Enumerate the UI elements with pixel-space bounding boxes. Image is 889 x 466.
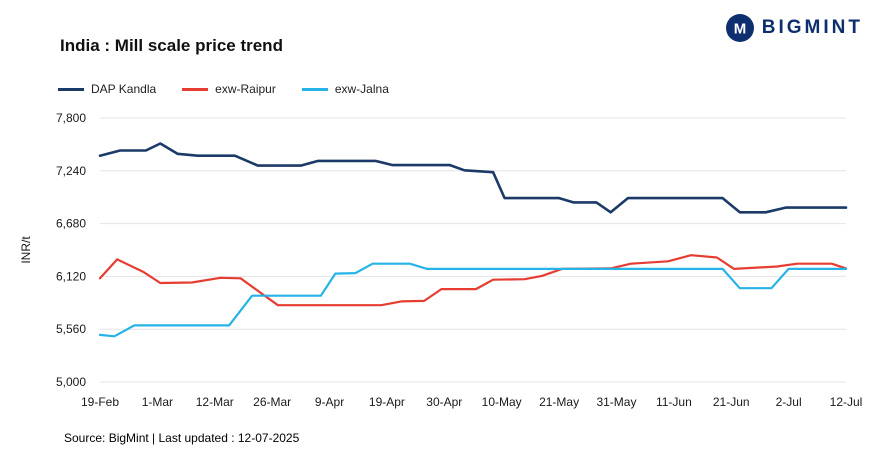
legend-item-exw-jalna: exw-Jalna xyxy=(301,82,389,96)
x-tick-label: 11-Jun xyxy=(656,395,692,409)
y-tick-label: 6,120 xyxy=(56,269,86,283)
logo-circle xyxy=(725,14,754,42)
legend-swatch xyxy=(301,87,328,91)
y-tick-label: 7,800 xyxy=(56,111,86,125)
x-tick-label: 10-May xyxy=(482,395,522,409)
y-tick-label: 5,000 xyxy=(56,375,86,389)
chart-legend: DAP Kandla exw-Raipur exw-Jalna xyxy=(58,82,389,96)
y-tick-label: 6,680 xyxy=(56,217,86,231)
x-tick-label: 19-Feb xyxy=(81,395,119,409)
x-tick-label: 12-Jul xyxy=(830,395,863,409)
logo-letter: M xyxy=(734,21,747,38)
x-tick-label: 26-Mar xyxy=(253,395,291,409)
source-note: Source: BigMint | Last updated : 12-07-2… xyxy=(64,431,300,445)
legend-item-dap-kandla: DAP Kandla xyxy=(58,82,156,96)
series-line-exw-raipur xyxy=(98,254,848,307)
legend-label: exw-Raipur xyxy=(215,82,276,96)
price-trend-chart: 5,000 5,560 6,120 6,680 7,240 7,800 19-Feb 1-Ma… xyxy=(19,111,863,409)
legend-label: DAP Kandla xyxy=(91,82,157,96)
y-tick-label: 5,560 xyxy=(56,322,86,336)
x-tick-label: 30-Apr xyxy=(426,395,462,409)
series-line-exw-jalna xyxy=(98,262,848,338)
bigmint-logo: M BIGMINT xyxy=(725,13,863,43)
x-tick-label: 1-Mar xyxy=(142,395,173,409)
series-line-dap-kandla xyxy=(98,142,848,214)
legend-swatch xyxy=(182,87,209,91)
bigmint-logo-text: BIGMINT xyxy=(761,17,863,38)
legend-swatch xyxy=(58,87,84,91)
y-tick-label: 7,240 xyxy=(56,164,86,178)
legend-item-exw-raipur: exw-Raipur xyxy=(182,82,276,96)
x-tick-label: 21-Jun xyxy=(713,395,750,409)
x-tick-label: 2-Jul xyxy=(776,395,802,409)
x-tick-label: 9-Apr xyxy=(315,395,344,409)
chart-title: India : Mill scale price trend xyxy=(60,36,283,55)
bigmint-logo-icon: M xyxy=(725,14,754,42)
legend-label: exw-Jalna xyxy=(334,82,389,96)
x-tick-label: 12-Mar xyxy=(196,395,234,409)
x-tick-label: 31-May xyxy=(596,395,636,409)
x-tick-label: 21-May xyxy=(539,395,579,409)
y-axis-title: INR/t xyxy=(19,236,33,264)
x-tick-label: 19-Apr xyxy=(369,395,405,409)
